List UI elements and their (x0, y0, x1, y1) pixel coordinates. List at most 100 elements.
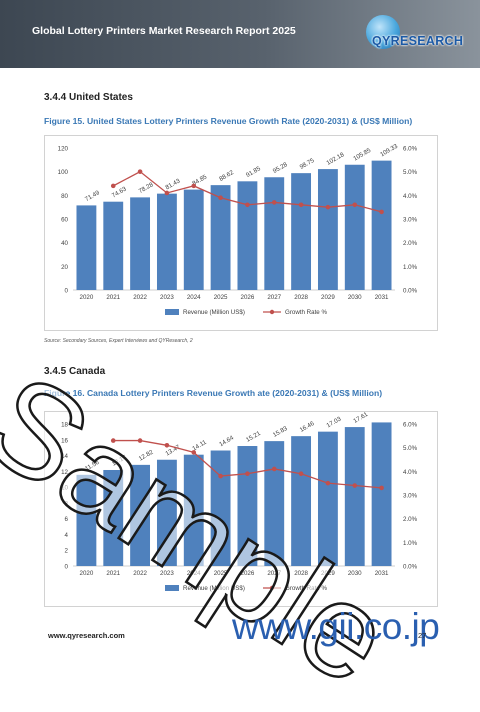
page-number: 27 (418, 631, 427, 640)
y-right-tick-label: 6.0% (403, 146, 418, 153)
growth-rate-point (271, 466, 277, 472)
bar (130, 197, 151, 290)
y-left-tick-label: 40 (61, 240, 68, 247)
x-tick-label: 2020 (80, 294, 94, 301)
x-tick-label: 2025 (214, 294, 228, 301)
x-tick-label: 2027 (267, 294, 281, 301)
bar (291, 436, 312, 566)
y-right-tick-label: 4.0% (403, 469, 418, 476)
y-left-tick-label: 4 (65, 532, 69, 539)
x-tick-label: 2020 (80, 570, 94, 577)
y-left-tick-label: 2 (65, 548, 69, 555)
x-tick-label: 2029 (321, 570, 335, 577)
growth-rate-point (218, 473, 223, 479)
y-right-tick-label: 2.0% (403, 240, 418, 247)
growth-rate-point (379, 485, 384, 491)
section-heading-us: 3.4.4 United States (44, 92, 133, 103)
y-right-tick-label: 3.0% (403, 493, 418, 500)
chart-canada-frame: 0 2 4 6 8 10 12 14 16 18 0.0% 1.0% 2.0% 3.0% 4.0% 5.0% 6… (44, 411, 438, 607)
x-tick-label: 2024 (187, 294, 201, 301)
x-tick-label: 2030 (348, 294, 362, 301)
bar (76, 474, 97, 566)
growth-rate-point (164, 190, 170, 196)
bar (237, 181, 258, 290)
footer-url: www.qyresearch.com (48, 631, 125, 640)
x-tick-label: 2025 (214, 570, 228, 577)
y-left-tick-label: 14 (61, 453, 68, 460)
bar-data-label: 71.49 (84, 189, 101, 203)
bar (237, 446, 258, 566)
y-left-tick-label: 0 (65, 288, 69, 295)
x-tick-label: 2027 (267, 570, 281, 577)
bar (344, 427, 365, 566)
x-tick-label: 2022 (133, 570, 147, 577)
bar (183, 454, 204, 566)
y-right-tick-label: 0.0% (403, 564, 418, 571)
legend-revenue-label: Revenue (Million US$) (183, 585, 245, 592)
y-right-tick-label: 1.0% (403, 540, 418, 547)
bar (371, 422, 392, 566)
legend-revenue-swatch (165, 309, 179, 315)
growth-rate-point (245, 202, 250, 208)
y-left-tick-label: 80 (61, 193, 68, 200)
x-tick-label: 2028 (294, 294, 308, 301)
legend-growth-marker (269, 309, 275, 315)
y-left-tick-label: 120 (58, 146, 69, 153)
bar-data-label: 78.28 (138, 181, 155, 195)
growth-rate-point (137, 438, 143, 443)
growth-rate-point (191, 450, 197, 455)
bar (291, 173, 312, 290)
x-tick-label: 2031 (375, 570, 389, 577)
bar-data-label: 105.85 (352, 147, 372, 163)
growth-rate-point (298, 471, 304, 476)
growth-rate-point (325, 480, 331, 486)
y-right-tick-label: 6.0% (403, 422, 418, 429)
growth-rate-point (298, 202, 304, 208)
legend-revenue-swatch (165, 585, 179, 591)
globe-icon (366, 15, 400, 49)
x-tick-label: 2026 (241, 570, 255, 577)
y-right-tick-label: 2.0% (403, 516, 418, 523)
bar (210, 185, 231, 290)
chart-us-frame: 0 20 40 60 80 100 120 0.0% 1.0% 2.0% 3.0% 4.0% 5.0% 6… (44, 135, 438, 331)
bar (103, 469, 124, 566)
legend-growth-label: Growth Rate % (285, 585, 327, 592)
x-tick-label: 2021 (106, 294, 120, 301)
bar (317, 431, 338, 566)
qyresearch-logo: QYRESEARCH (364, 15, 464, 57)
bar (264, 177, 285, 290)
x-tick-label: 2024 (187, 570, 201, 577)
bar-data-label: 88.62 (218, 169, 235, 183)
bar (183, 189, 204, 290)
source-note: Source: Secondary Sources, Expert Interv… (44, 338, 193, 344)
y-left-tick-label: 8 (65, 500, 69, 507)
y-right-tick-label: 0.0% (403, 288, 418, 295)
bar (210, 450, 231, 566)
y-left-tick-label: 12 (61, 469, 68, 476)
bar (130, 464, 151, 566)
y-left-tick-label: 60 (61, 217, 68, 224)
figure-16-caption: Figure 16. Canada Lottery Printers Reven… (44, 388, 382, 398)
bar-data-label: 98.75 (299, 157, 316, 171)
bar (156, 459, 177, 566)
x-tick-label: 2030 (348, 570, 362, 577)
bar-data-label: 109.33 (379, 143, 399, 159)
growth-rate-point (245, 471, 250, 476)
bar (344, 164, 365, 290)
y-left-tick-label: 10 (61, 485, 68, 492)
figure-16-caption-tail: ate (2020-2031) & (US$ Million) (257, 388, 383, 398)
bar (264, 441, 285, 566)
growth-rate-point (218, 195, 223, 200)
growth-rate-point (137, 169, 143, 174)
y-left-tick-label: 20 (61, 264, 68, 271)
bar-data-label: 16.46 (299, 420, 316, 434)
y-left-tick-label: 16 (61, 437, 68, 444)
bar (103, 201, 124, 290)
y-right-tick-label: 5.0% (403, 169, 418, 176)
x-tick-label: 2031 (375, 294, 389, 301)
bar-data-label: 17.61 (352, 412, 369, 425)
legend-growth-marker (269, 585, 275, 591)
x-tick-label: 2029 (321, 294, 335, 301)
chart-canada: 0 2 4 6 8 10 12 14 16 18 0.0% 1.0% 2.0% 3.0% 4.0% 5.0% 6… (61, 411, 418, 592)
growth-rate-point (271, 200, 277, 205)
